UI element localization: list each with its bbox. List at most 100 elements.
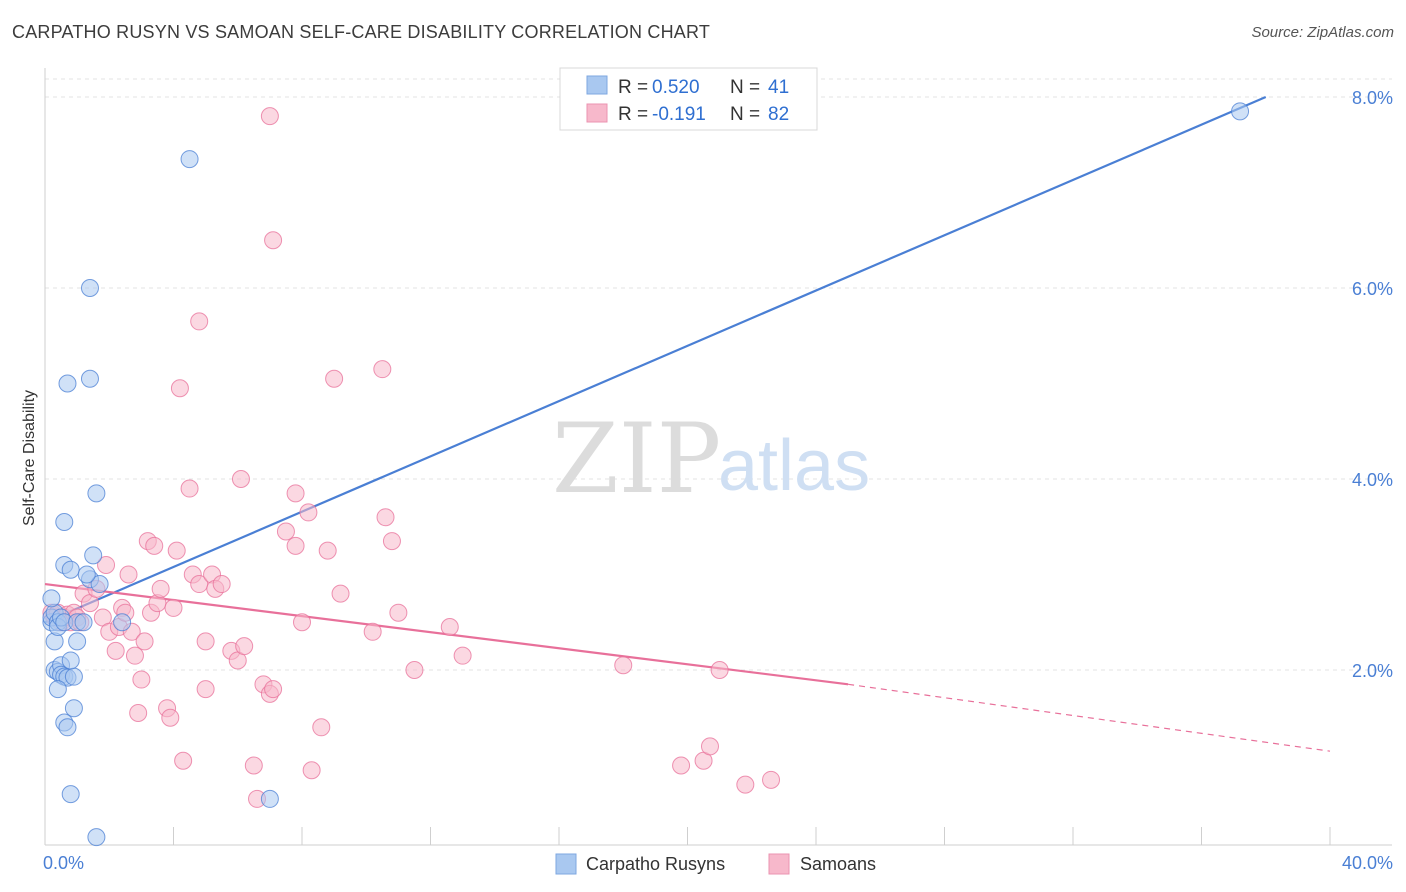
samoan-point (164, 598, 183, 617)
trend-line-extension-1 (848, 683, 1331, 752)
watermark: ZIP atlas (552, 403, 870, 515)
rusyn-point (61, 651, 80, 670)
legend-r-value-2: -0.191 (652, 104, 706, 125)
samoan-point (614, 656, 633, 675)
rusyn-point (260, 789, 279, 808)
legend-n-value-1: 41 (768, 77, 789, 98)
rusyn-point (58, 374, 77, 393)
axes (44, 68, 1392, 846)
rusyn-point (80, 279, 99, 297)
watermark-atlas: atlas (718, 426, 870, 506)
x-tick-label: 0.0% (43, 853, 84, 873)
samoan-point (196, 632, 215, 651)
chart-title: CARPATHO RUSYN VS SAMOAN SELF-CARE DISAB… (12, 22, 711, 42)
samoan-point (312, 718, 331, 737)
rusyn-point (64, 699, 83, 718)
series-label-samoan: Samoans (800, 854, 876, 874)
samoan-point (235, 637, 254, 656)
samoan-point (125, 646, 144, 665)
rusyn-point (87, 484, 106, 503)
samoan-point (170, 379, 189, 398)
samoan-point (264, 231, 283, 250)
rusyn-point (84, 546, 103, 565)
samoan-point (293, 613, 311, 632)
rusyn-point (77, 565, 96, 584)
source-credit: Source: ZipAtlas.com (1251, 24, 1394, 41)
rusyn-point (61, 785, 80, 804)
rusyn-point (58, 718, 77, 737)
rusyn-point (90, 575, 109, 594)
grid-lines (45, 78, 1392, 671)
rusyn-point (80, 369, 99, 388)
samoan-point (700, 737, 719, 756)
samoan-point (318, 541, 337, 560)
legend-r-label-1: R = (618, 77, 648, 98)
samoan-point (264, 680, 283, 699)
x-tick-label: 40.0% (1342, 853, 1393, 873)
rusyn-point (180, 150, 199, 169)
rusyn-point (55, 512, 74, 531)
samoan-point (363, 622, 382, 641)
samoan-point (302, 761, 321, 780)
rusyn-point (74, 613, 93, 632)
samoan-point (299, 503, 318, 522)
samoan-point (129, 703, 148, 722)
samoan-point (132, 670, 151, 689)
watermark-zip: ZIP (552, 403, 721, 515)
stats-legend: R = 0.520 N = 41 R = -0.191 N = 82 (559, 67, 818, 131)
samoan-point (231, 470, 250, 488)
legend-r-label-2: R = (618, 104, 648, 125)
rusyn-point (87, 828, 106, 847)
legend-swatch-rusyn (586, 75, 608, 95)
samoan-point (174, 751, 193, 770)
y-tick-label: 2.0% (1352, 661, 1393, 681)
samoan-point (736, 775, 755, 794)
samoan-point (389, 603, 408, 622)
samoan-point (373, 360, 392, 379)
samoan-point (119, 565, 138, 584)
legend-r-value-1: 0.520 (652, 77, 700, 98)
legend-n-label-2: N = (730, 104, 760, 125)
rusyn-point (48, 680, 67, 699)
y-tick-label: 6.0% (1352, 279, 1393, 299)
samoan-point (672, 756, 691, 775)
samoan-point (453, 646, 472, 665)
samoan-point (97, 555, 116, 574)
rusyn-point (113, 613, 132, 632)
samoan-point (405, 661, 424, 679)
y-tick-label: 8.0% (1352, 88, 1393, 108)
rusyn-point (64, 667, 83, 686)
samoan-point (161, 708, 180, 727)
series-label-rusyn: Carpatho Rusyns (586, 854, 725, 874)
samoan-point (440, 618, 459, 637)
samoan-point (276, 522, 295, 541)
samoan-point (762, 770, 781, 789)
samoan-point (260, 107, 279, 126)
data-points (42, 102, 1250, 847)
series-legend: Carpatho Rusyns Samoans (555, 853, 876, 875)
y-tick-label: 4.0% (1352, 470, 1393, 490)
samoan-point (145, 536, 164, 555)
samoan-point (196, 680, 215, 699)
y-axis-label: Self-Care Disability (21, 390, 38, 526)
tick-labels: 2.0% 4.0% 6.0% 8.0% 0.0% 40.0% (43, 88, 1393, 873)
samoan-point (331, 584, 350, 603)
samoan-point (190, 312, 209, 331)
series-swatch-rusyn (555, 853, 577, 875)
rusyn-point (68, 632, 87, 651)
samoan-point (286, 536, 305, 555)
legend-n-label-1: N = (730, 77, 760, 98)
trend-line-0 (44, 95, 1267, 624)
samoan-point (167, 541, 186, 560)
series-swatch-samoan (768, 853, 790, 875)
legend-n-value-2: 82 (768, 104, 789, 125)
samoan-point (286, 484, 305, 503)
legend-swatch-samoan (586, 103, 608, 123)
samoan-point (382, 532, 401, 551)
rusyn-point (1231, 102, 1250, 121)
samoan-point (180, 479, 199, 498)
samoan-point (325, 369, 344, 388)
samoan-point (710, 661, 729, 679)
samoan-point (106, 641, 125, 660)
